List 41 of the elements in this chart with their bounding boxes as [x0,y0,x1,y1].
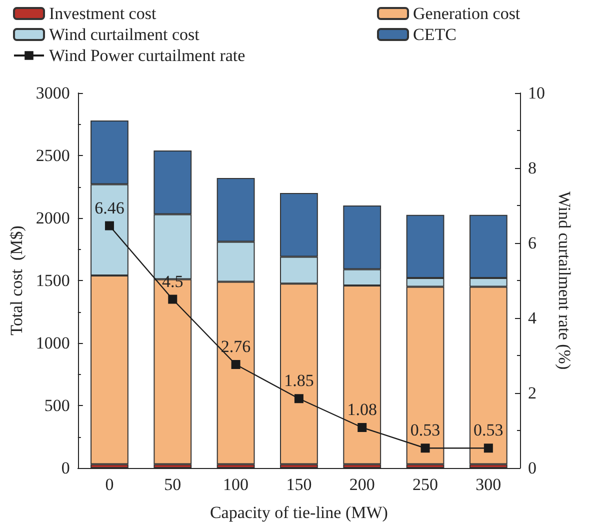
point [231,360,240,369]
legend-label: Investment cost [49,4,156,23]
data-label: 6.46 [94,198,124,218]
x-tick-label: 150 [286,475,312,494]
data-label: 0.53 [474,420,504,440]
y-tick-label: 1500 [36,271,70,290]
x-tick-label: 250 [412,475,438,494]
y2-tick-label: 2 [528,384,536,402]
point [168,294,178,304]
y-tick-label: 2500 [36,146,70,165]
x-axis-title: Capacity of tie-line (MW) [210,503,388,522]
data-label: 0.53 [410,420,440,440]
x-tick-label: 100 [223,475,249,494]
y-tick-label: 500 [44,396,70,415]
x-tick-label: 0 [105,475,114,494]
y-tick-label: 3000 [36,84,70,102]
y2-tick-label: 4 [528,308,537,328]
point [420,444,430,453]
data-label: 2.76 [220,337,251,356]
y2-tick-label: 10 [528,84,545,102]
y-tick-label: 2000 [36,208,70,228]
legend-label: Generation cost [413,4,520,23]
x-tick-label: 50 [164,475,182,494]
y2-tick-label: 6 [528,234,536,252]
legend-label: CETC [413,25,456,44]
y-tick-label: 0 [61,458,70,478]
y-axis-title: Total cost (M$) [7,226,26,336]
point [358,423,367,432]
point [484,444,493,453]
x-tick-label: 200 [349,475,375,494]
point [294,394,304,404]
y2-tick-label: 8 [528,158,536,178]
y-tick-label: 1000 [36,334,70,352]
data-label: 1.85 [284,371,314,390]
x-tick-label: 300 [476,475,502,494]
point [104,221,114,230]
legend-label: Wind Power curtailment rate [49,46,246,65]
data-label: 1.08 [347,400,377,419]
y2-tick-label: 0 [528,458,536,478]
y2-axis-title: Wind curtailment rate (%) [554,191,574,370]
legend-label: Wind curtailment cost [49,25,200,44]
